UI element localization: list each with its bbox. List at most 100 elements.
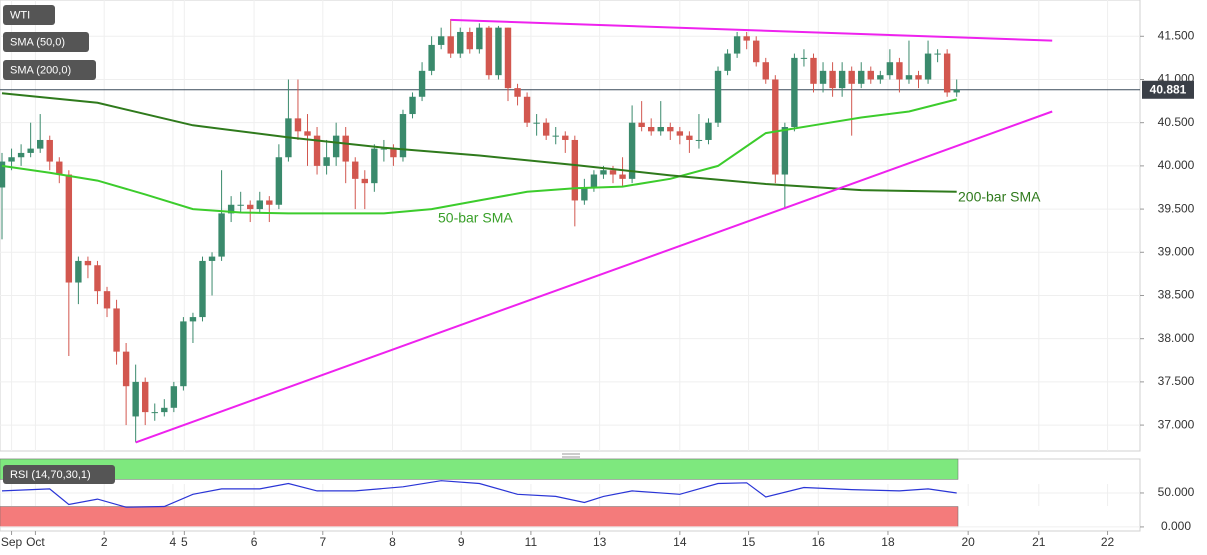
x-tick-label: 18 bbox=[881, 535, 895, 549]
candle-body bbox=[772, 79, 779, 175]
x-tick-label: 2 bbox=[101, 535, 108, 549]
legend-box[interactable] bbox=[3, 465, 115, 484]
candle-body bbox=[514, 88, 521, 97]
y-tick-label: 0.000 bbox=[1161, 519, 1191, 533]
y-tick-label: 38.500 bbox=[1158, 288, 1195, 302]
candle-body bbox=[829, 70, 836, 89]
y-tick-label: 40.000 bbox=[1158, 158, 1195, 172]
candle-body bbox=[762, 62, 769, 80]
rsi-band bbox=[0, 458, 959, 480]
candle-body bbox=[266, 200, 273, 205]
candle-body bbox=[676, 131, 684, 136]
candle-body bbox=[27, 148, 34, 153]
x-tick-label: 16 bbox=[812, 535, 826, 549]
candle-body bbox=[819, 70, 827, 84]
candle-body bbox=[75, 260, 82, 283]
candle-body bbox=[332, 135, 340, 158]
candle-body bbox=[17, 152, 25, 158]
candle-body bbox=[667, 127, 674, 132]
candle-body bbox=[418, 70, 426, 97]
candle-body bbox=[552, 135, 559, 137]
candle-body bbox=[8, 157, 15, 162]
price-panel bbox=[0, 0, 1141, 452]
candle-body bbox=[800, 57, 808, 59]
candle-body bbox=[371, 148, 378, 184]
candle-body bbox=[743, 36, 750, 41]
x-tick-label: 8 bbox=[389, 535, 396, 549]
candle-body bbox=[428, 44, 435, 71]
legend-box[interactable] bbox=[3, 60, 96, 80]
candle-body bbox=[199, 260, 206, 318]
x-tick-label: 9 bbox=[458, 535, 465, 549]
candle-body bbox=[170, 386, 178, 408]
y-tick-label: 38.000 bbox=[1158, 331, 1195, 345]
candle-body bbox=[352, 161, 359, 179]
candle-body bbox=[237, 204, 244, 206]
candle-body bbox=[600, 170, 607, 175]
x-tick-label: 21 bbox=[1032, 535, 1046, 549]
candle-body bbox=[838, 70, 846, 89]
candle-body bbox=[457, 31, 464, 54]
candle-body bbox=[590, 174, 598, 188]
candle-body bbox=[380, 148, 388, 150]
candle-body bbox=[151, 412, 158, 414]
candle-body bbox=[0, 161, 6, 188]
candle-body bbox=[858, 70, 865, 84]
candle-body bbox=[647, 127, 655, 132]
candle-body bbox=[886, 62, 894, 76]
candle-body bbox=[227, 204, 235, 214]
candle-body bbox=[142, 381, 149, 413]
x-tick-label: Oct bbox=[26, 535, 45, 549]
candle-body bbox=[924, 53, 932, 80]
candle-body bbox=[437, 36, 445, 45]
candle-body bbox=[638, 122, 645, 128]
candle-body bbox=[495, 27, 502, 76]
candle-body bbox=[294, 118, 302, 132]
candle-body bbox=[84, 260, 92, 266]
candle-body bbox=[161, 407, 168, 413]
price-tag bbox=[1142, 80, 1194, 99]
annotation: 50-bar SMA bbox=[438, 210, 513, 226]
candle-body bbox=[714, 70, 722, 123]
annotation: 200-bar SMA bbox=[958, 189, 1041, 205]
candle-body bbox=[36, 139, 44, 149]
candle-body bbox=[533, 122, 540, 124]
candle-body bbox=[132, 381, 139, 417]
y-tick-label: 37.500 bbox=[1158, 374, 1195, 388]
candle-body bbox=[686, 135, 693, 140]
candle-body bbox=[103, 291, 111, 309]
x-tick-label: 5 bbox=[181, 535, 188, 549]
legend-box[interactable] bbox=[3, 32, 89, 52]
trend-line bbox=[135, 110, 1053, 444]
candle-body bbox=[905, 75, 913, 80]
candle-body bbox=[94, 265, 101, 292]
y-tick-label: 40.500 bbox=[1158, 115, 1195, 129]
rsi-line bbox=[1, 480, 957, 508]
candle-body bbox=[810, 57, 817, 84]
candle-body bbox=[934, 53, 941, 55]
x-tick-label: 22 bbox=[1101, 535, 1115, 549]
candle-body bbox=[848, 70, 855, 84]
y-tick-label: 39.000 bbox=[1158, 244, 1195, 258]
candle-body bbox=[208, 256, 216, 261]
candle-body bbox=[695, 139, 703, 141]
candle-body bbox=[953, 89, 960, 93]
legend-label: SMA (50,0) bbox=[10, 36, 65, 48]
price-tag-label: 40.881 bbox=[1150, 82, 1187, 96]
y-tick-label: 50.000 bbox=[1158, 485, 1195, 499]
candle-body bbox=[189, 317, 197, 322]
candle-body bbox=[466, 31, 474, 50]
candle-body bbox=[313, 135, 321, 166]
legend-box[interactable] bbox=[3, 5, 55, 25]
candle-body bbox=[915, 75, 922, 80]
candle-body bbox=[628, 122, 636, 179]
candle-body bbox=[409, 96, 416, 115]
x-tick-label: 20 bbox=[961, 535, 975, 549]
candle-body bbox=[65, 174, 73, 283]
candle-body bbox=[724, 53, 731, 71]
candle-body bbox=[247, 204, 254, 210]
candle-body bbox=[113, 308, 120, 352]
candle-body bbox=[342, 135, 349, 162]
candle-body bbox=[180, 321, 187, 387]
